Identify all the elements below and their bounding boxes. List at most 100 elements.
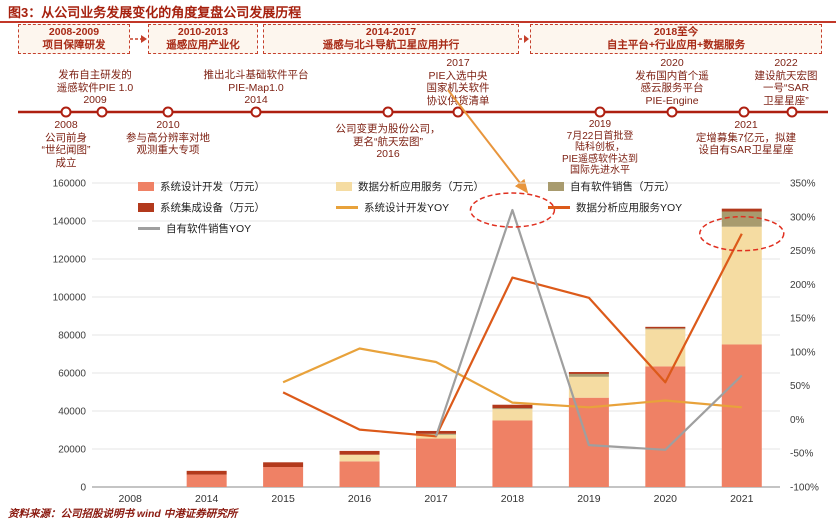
left-axis-tick-label: 120000 — [53, 255, 87, 266]
x-axis-category-label: 2018 — [501, 493, 525, 505]
callout-arrow — [447, 89, 529, 194]
bar-segment — [492, 420, 533, 487]
left-axis-tick-label: 40000 — [58, 407, 86, 418]
arrow-icon — [447, 89, 529, 194]
left-axis-tick-label: 160000 — [53, 179, 87, 190]
legend-label: 系统设计开发YOY — [364, 202, 450, 214]
line-swatch-icon — [138, 227, 160, 230]
bar-segment — [492, 409, 533, 421]
legend-item: 系统设计开发（万元） — [138, 179, 336, 194]
bar-segment — [568, 373, 609, 377]
right-axis-tick-label: 350% — [790, 179, 816, 190]
legend-item: 系统集成设备（万元） — [138, 200, 336, 215]
timeline-markers — [60, 106, 798, 118]
x-axis-category-label: 2015 — [271, 493, 295, 505]
phase-label: 遥感应用产业化 — [166, 39, 240, 51]
phase-label: 遥感与北斗导航卫星应用并行 — [322, 39, 460, 51]
bar-segment — [645, 326, 686, 329]
phase-years: 2014-2017 — [365, 26, 417, 38]
milestone-2020: 2020 发布国内首个遥 感云服务平台 PIE-Engine — [635, 57, 709, 107]
lines-layer — [282, 208, 743, 451]
phase-label: 自主平台+行业应用+数据服务 — [606, 39, 746, 51]
bar-segment — [339, 461, 380, 487]
timeline-marker-icon — [382, 106, 394, 118]
bar-swatch-icon — [138, 182, 154, 191]
x-axis-category-label: 2021 — [730, 493, 754, 505]
milestone-2019: 2019 7月22日首批登 陆科创板， PIE遥感软件达到 国际先进水平 — [561, 119, 639, 176]
bar-swatch-icon — [138, 203, 154, 212]
legend-item: 数据分析应用服务YOY — [548, 200, 718, 215]
legend-label: 自有软件销售（万元） — [570, 181, 675, 193]
bar-segment — [416, 430, 456, 434]
bar-segment — [186, 470, 227, 475]
x-axis-category-label: 2008 — [119, 493, 143, 505]
phase-arrow-icon — [519, 35, 529, 43]
bar-segment — [186, 474, 227, 487]
title-divider — [0, 21, 836, 23]
legend-item: 自有软件销售YOY — [138, 221, 336, 236]
milestone-2021: 2021 定增募集7亿元，拟建 设自有SAR卫星星座 — [695, 119, 797, 156]
legend-item: 自有软件销售（万元） — [548, 179, 718, 194]
right-axis-tick-label: -50% — [790, 449, 813, 460]
legend-label: 系统集成设备（万元） — [160, 202, 265, 214]
legend-label: 系统设计开发（万元） — [160, 181, 265, 193]
timeline-marker-icon — [250, 106, 262, 118]
legend-item: 数据分析应用服务（万元） — [336, 179, 548, 194]
highlight-ellipse-icon — [699, 215, 785, 252]
milestone-2022: 2022 建设航天宏图 一号“SAR 卫星星座” — [754, 57, 818, 107]
left-axis-tick-label: 80000 — [58, 331, 86, 342]
bar-segment — [568, 372, 609, 374]
right-axis-tick-label: -100% — [790, 483, 819, 494]
bar-segment — [645, 366, 686, 487]
left-axis-tick-label: 20000 — [58, 445, 86, 456]
highlight-ellipse-icon — [469, 192, 556, 228]
bar-segment — [645, 328, 686, 330]
bar-segment — [339, 450, 380, 455]
milestone-2017: 2017 PIE入选中央 国家机关软件 协议供货清单 — [426, 57, 490, 107]
timeline-marker-icon — [96, 106, 108, 118]
timeline-marker-icon — [738, 106, 750, 118]
bar-segment — [263, 462, 304, 468]
phase-years: 2008-2009 — [48, 26, 100, 38]
bar-segment — [645, 329, 686, 367]
bar-segment — [416, 438, 456, 487]
chart-legend: 系统设计开发（万元） 数据分析应用服务（万元） 自有软件销售（万元） 系统集成设备（万… — [138, 179, 718, 236]
bars-layer — [186, 208, 762, 487]
timeline-marker-icon — [594, 106, 606, 118]
bar-swatch-icon — [548, 182, 564, 191]
right-axis-tick-label: 300% — [790, 212, 816, 223]
bar-swatch-icon — [336, 182, 352, 191]
source-note: 资料来源：公司招股说明书 wind 中港证券研究所 — [8, 508, 238, 520]
bar-segment — [568, 376, 609, 398]
x-axis-category-label: 2017 — [424, 493, 448, 505]
timeline-axis — [18, 106, 828, 118]
right-axis-tick-label: 150% — [790, 314, 816, 325]
axis-labels: 0 20000 40000 60000 80000 100000 120000 140000 1… — [53, 179, 819, 506]
bar-segment — [721, 208, 762, 212]
left-axis-tick-label: 140000 — [53, 217, 87, 228]
yoy-line — [282, 347, 742, 409]
x-axis-category-label: 2020 — [654, 493, 678, 505]
x-axis-category-label: 2016 — [348, 493, 372, 505]
line-swatch-icon — [336, 206, 358, 209]
bar-segment — [263, 467, 304, 487]
right-axis-tick-label: 250% — [790, 246, 816, 257]
yoy-line — [434, 208, 743, 451]
annotation-ellipses — [469, 192, 785, 252]
right-axis-tick-label: 50% — [790, 381, 810, 392]
timeline-marker-icon — [786, 106, 798, 118]
phase-label: 项目保障研发 — [42, 39, 106, 51]
phase-years: 2010-2013 — [177, 26, 229, 38]
bar-segment — [721, 226, 762, 345]
combo-chart: 0 20000 40000 60000 80000 100000 120000 140000 1… — [53, 179, 819, 506]
legend-label: 数据分析应用服务YOY — [576, 202, 683, 214]
left-axis-tick-label: 100000 — [53, 293, 87, 304]
phase-box-4: 2018至今 自主平台+行业应用+数据服务 — [530, 24, 822, 54]
phase-years: 2018至今 — [653, 26, 699, 38]
bar-segment — [721, 344, 762, 487]
milestone-2014: 推出北斗基础软件平台 PIE-Map1.0 2014 — [203, 69, 309, 106]
yoy-line — [282, 233, 743, 438]
left-axis-tick-label: 0 — [80, 483, 86, 494]
left-axis-tick-label: 60000 — [58, 369, 86, 380]
x-axis-category-label: 2019 — [577, 493, 601, 505]
